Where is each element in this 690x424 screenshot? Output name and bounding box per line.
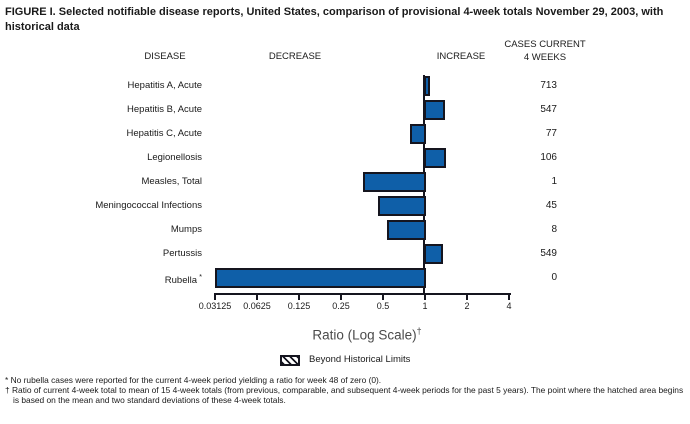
footnote-dagger-marker: † [5, 384, 10, 395]
column-header-cases: CASES CURRENT 4 WEEKS [490, 38, 600, 64]
cases-value: 45 [545, 200, 557, 211]
footnote-dagger-text: Ratio of current 4-week total to mean of… [12, 384, 684, 405]
axis-tick-label: 0.0625 [243, 301, 271, 311]
ratio-bar [378, 196, 426, 216]
axis-tick-label: 0.25 [332, 301, 350, 311]
ratio-bar [410, 124, 426, 144]
x-axis-title-text: Ratio (Log Scale) [312, 327, 417, 343]
cases-value: 8 [551, 224, 557, 235]
footnote-asterisk-marker: * [5, 375, 9, 385]
axis-tick-label: 0.125 [287, 301, 311, 311]
footnote-asterisk-text: No rubella cases were reported for the c… [10, 375, 382, 385]
hatched-swatch-icon [280, 355, 300, 366]
disease-label: Hepatitis B, Acute [127, 104, 202, 115]
footnote-asterisk: * No rubella cases were reported for the… [5, 375, 688, 386]
ratio-bar [424, 244, 443, 264]
cases-value: 106 [540, 152, 557, 163]
ratio-bar [363, 172, 426, 192]
column-header-cases-line2: 4 WEEKS [523, 52, 567, 63]
axis-tick-label: 2 [464, 301, 470, 311]
cases-value: 77 [545, 128, 557, 139]
axis-tick [298, 295, 300, 300]
column-header-disease: DISEASE [144, 51, 186, 62]
cases-value: 547 [540, 104, 557, 115]
axis-tick [256, 295, 258, 300]
disease-label: Measles, Total [141, 176, 202, 187]
figure-title: FIGURE I. Selected notifiable disease re… [5, 6, 664, 33]
disease-label: Mumps [170, 224, 202, 235]
disease-label: Rubella * [164, 272, 202, 287]
disease-label: Pertussis [162, 248, 202, 259]
ratio-bar [424, 100, 445, 120]
axis-tick [466, 295, 468, 300]
axis-tick-label: 4 [506, 301, 512, 311]
dagger-superscript: † [416, 326, 422, 336]
footnote-dagger: † Ratio of current 4-week total to mean … [5, 384, 688, 406]
ratio-bar [215, 268, 426, 288]
axis-tick-label: 0.03125 [198, 301, 232, 311]
disease-label: Hepatitis C, Acute [126, 128, 202, 139]
axis-tick [214, 295, 216, 300]
ratio-bar [424, 76, 430, 96]
x-axis-line [214, 293, 511, 295]
axis-tick-label: 1 [422, 301, 428, 311]
column-header-cases-line1: CASES CURRENT [504, 39, 586, 50]
disease-label: Hepatitis A, Acute [127, 80, 202, 91]
footnotes: * No rubella cases were reported for the… [5, 375, 688, 406]
cases-value: 1 [551, 176, 557, 187]
cases-value: 549 [540, 248, 557, 259]
disease-label: Meningococcal Infections [95, 200, 202, 211]
x-axis-title: Ratio (Log Scale)† [212, 326, 522, 343]
axis-tick [424, 295, 426, 300]
axis-tick [508, 295, 510, 300]
axis-tick-label: 0.5 [376, 301, 390, 311]
ratio-bar [387, 220, 426, 240]
column-header-increase: INCREASE [436, 51, 486, 62]
column-header-decrease: DECREASE [268, 51, 322, 62]
axis-tick [382, 295, 384, 300]
ratio-bar [424, 148, 446, 168]
cases-value: 0 [551, 272, 557, 283]
axis-tick [340, 295, 342, 300]
legend-label: Beyond Historical Limits [309, 354, 411, 365]
cases-value: 713 [540, 80, 557, 91]
disease-label: Legionellosis [147, 152, 202, 163]
asterisk-superscript: * [196, 272, 202, 281]
